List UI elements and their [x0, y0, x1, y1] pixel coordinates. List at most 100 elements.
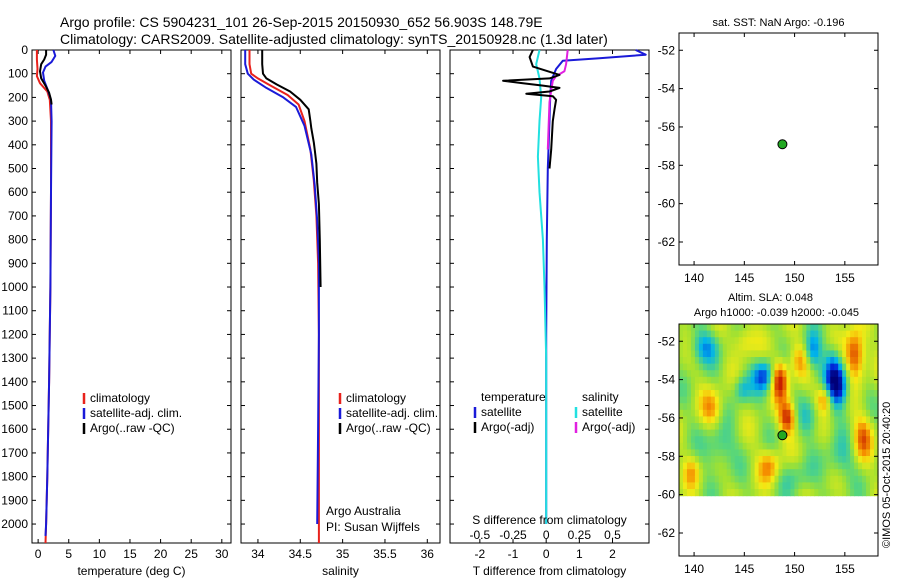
- heatmap-cell: [686, 376, 692, 384]
- heatmap-cell: [698, 337, 704, 345]
- heatmap-cell: [686, 442, 692, 450]
- heatmap-cell: [742, 403, 748, 411]
- heatmap-cell: [694, 376, 700, 384]
- heatmap-cell: [702, 350, 708, 358]
- heatmap-cell: [746, 370, 752, 378]
- heatmap-cell: [750, 449, 756, 457]
- heatmap-cell: [770, 370, 776, 378]
- x-tick-label: 140: [684, 271, 704, 285]
- heatmap-cell: [722, 343, 728, 351]
- heatmap-cell: [770, 462, 776, 470]
- heatmap-cell: [679, 436, 684, 444]
- heatmap-cell: [822, 390, 827, 398]
- heatmap-cell: [774, 409, 780, 417]
- heatmap-cell: [758, 390, 764, 398]
- y-tick-label: 200: [8, 90, 28, 104]
- heatmap-cell: [754, 383, 760, 391]
- plot-frame: [31, 49, 232, 544]
- heatmap-cell: [702, 357, 708, 365]
- heatmap-cell: [802, 449, 807, 457]
- heatmap-cell: [870, 489, 875, 497]
- heatmap-cell: [834, 475, 839, 483]
- heatmap-cell: [826, 363, 831, 371]
- heatmap-cell: [810, 350, 815, 358]
- heatmap-cell: [838, 350, 843, 358]
- heatmap-cell: [686, 396, 692, 404]
- heatmap-cell: [682, 330, 688, 338]
- heatmap-cell: [734, 449, 740, 457]
- heatmap-cell: [846, 350, 851, 358]
- heatmap-cell: [830, 337, 835, 345]
- heatmap-cell: [798, 482, 803, 490]
- heatmap-cell: [814, 409, 819, 417]
- heatmap-cell: [742, 363, 748, 371]
- heatmap-cell: [694, 462, 700, 470]
- heatmap-cell: [690, 436, 696, 444]
- heatmap-cell: [686, 357, 692, 365]
- heatmap-cell: [754, 337, 760, 345]
- heatmap-cell: [710, 423, 716, 431]
- heatmap-cell: [838, 324, 843, 332]
- heatmap-cell: [690, 489, 696, 497]
- heatmap-cell: [722, 337, 728, 345]
- heatmap-cell: [690, 337, 696, 345]
- heatmap-cell: [846, 337, 851, 345]
- heatmap-cell: [722, 409, 728, 417]
- heatmap-cell: [854, 489, 859, 497]
- heatmap-cell: [750, 403, 756, 411]
- x-tick-label: 34: [251, 547, 265, 561]
- heatmap-cell: [870, 403, 875, 411]
- heatmap-cell: [798, 489, 803, 497]
- heatmap-cell: [870, 442, 875, 450]
- heatmap-cell: [798, 423, 803, 431]
- heatmap-cell: [710, 350, 716, 358]
- heatmap-cell: [762, 363, 768, 371]
- x-tick-label: 35.5: [373, 547, 397, 561]
- heatmap-cell: [826, 489, 831, 497]
- heatmap-cell: [854, 383, 859, 391]
- heatmap-cell: [810, 423, 815, 431]
- heatmap-cell: [838, 429, 843, 437]
- heatmap-cell: [679, 343, 684, 351]
- heatmap-cell: [682, 383, 688, 391]
- heatmap-cell: [794, 442, 799, 450]
- heatmap-cell: [806, 416, 811, 424]
- heatmap-cell: [798, 403, 803, 411]
- heatmap-cell: [846, 409, 851, 417]
- heatmap-cell: [770, 390, 776, 398]
- heatmap-cell: [762, 449, 768, 457]
- y-tick-label: -56: [658, 411, 676, 425]
- heatmap-cell: [750, 489, 756, 497]
- heatmap-cell: [786, 489, 792, 497]
- heatmap-cell: [758, 376, 764, 384]
- heatmap-cell: [790, 330, 796, 338]
- heatmap-cell: [702, 469, 708, 477]
- heatmap-cell: [758, 396, 764, 404]
- heatmap-cell: [766, 416, 772, 424]
- heatmap-cell: [850, 324, 855, 332]
- series-line-t-argo: [502, 49, 561, 169]
- heatmap-cell: [842, 357, 847, 365]
- heatmap-cell: [850, 383, 855, 391]
- heatmap-cell: [770, 469, 776, 477]
- heatmap-cell: [802, 343, 807, 351]
- heatmap-cell: [842, 475, 847, 483]
- y-tick-label: 300: [8, 114, 28, 128]
- series-line-climatology: [35, 50, 52, 544]
- heatmap-cell: [786, 363, 792, 371]
- heatmap-cell: [834, 489, 839, 497]
- heatmap-cell: [858, 357, 863, 365]
- heatmap-cell: [702, 330, 708, 338]
- heatmap-cell: [694, 409, 700, 417]
- heatmap-cell: [738, 390, 744, 398]
- heatmap-cell: [806, 396, 811, 404]
- heatmap-cell: [766, 475, 772, 483]
- heatmap-cell: [826, 390, 831, 398]
- heatmap-cell: [754, 343, 760, 351]
- heatmap-cell: [782, 370, 788, 378]
- heatmap-cell: [786, 357, 792, 365]
- heatmap-cell: [866, 330, 871, 338]
- heatmap-cell: [774, 376, 780, 384]
- heatmap-cell: [858, 456, 863, 464]
- heatmap-cell: [694, 489, 700, 497]
